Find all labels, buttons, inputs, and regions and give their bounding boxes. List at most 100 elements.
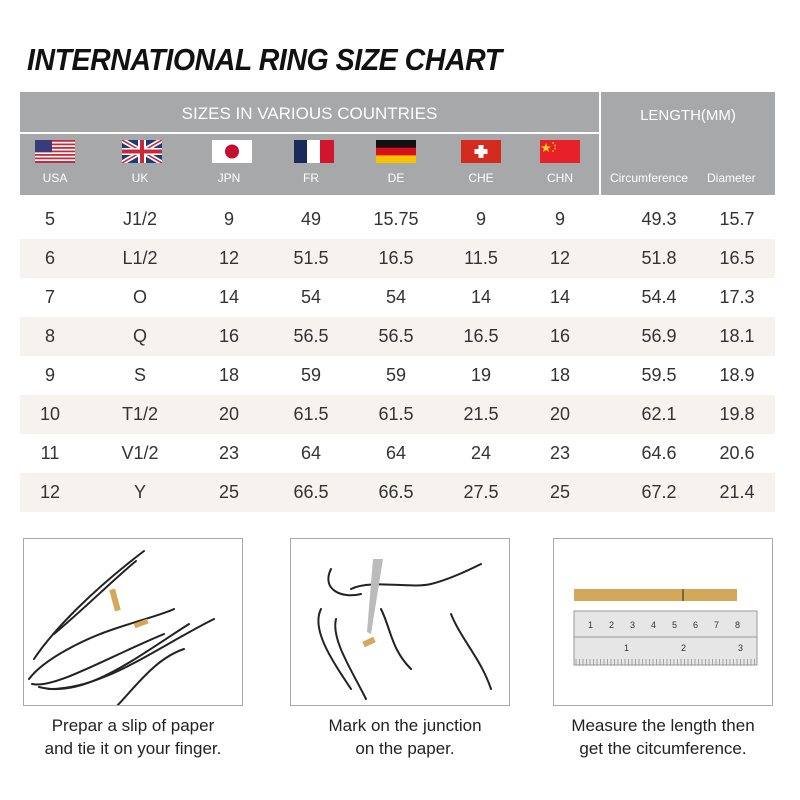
table-cell-uk: V1/2 <box>121 443 159 463</box>
table-row: 5 J1/2 9 49 15.75 9 9 49.3 15.7 <box>20 200 775 239</box>
table-row: 8 Q 16 56.5 56.5 16.5 16 56.9 18.1 <box>20 317 775 356</box>
table-cell-jpn: 9 <box>223 209 234 229</box>
ruler-mark: 3 <box>630 620 635 630</box>
china-flag-icon <box>540 140 580 163</box>
table-cell-circumference: 67.2 <box>641 482 677 502</box>
step-2-illustration <box>290 538 510 706</box>
france-flag-icon <box>294 140 334 163</box>
table-cell-uk: T1/2 <box>121 404 159 424</box>
caption-line: Mark on the junction <box>328 716 482 735</box>
table-cell-uk: Q <box>132 326 147 346</box>
ruler-mark: 1 <box>624 643 629 653</box>
caption-line: get the citcumference. <box>579 739 747 758</box>
caption-line: Measure the length then <box>571 716 755 735</box>
table-cell-diameter: 16.5 <box>719 248 755 268</box>
table-cell-de: 59 <box>385 365 407 385</box>
table-row: 12 Y 25 66.5 66.5 27.5 25 67.2 21.4 <box>20 473 775 512</box>
caption-line: on the paper. <box>355 739 455 758</box>
step-1-caption: Prepar a slip of paper and tie it on your… <box>3 714 263 760</box>
page-title: INTERNATIONAL RING SIZE CHART <box>27 42 502 77</box>
table-cell-de: 61.5 <box>378 404 414 424</box>
germany-flag-icon <box>376 140 416 163</box>
uk-flag-icon <box>122 140 162 163</box>
table-cell-uk: S <box>133 365 146 385</box>
ruler-mark: 1 <box>588 620 593 630</box>
table-cell-fr: 61.5 <box>293 404 329 424</box>
table-cell-diameter: 20.6 <box>719 443 755 463</box>
table-cell-circumference: 49.3 <box>641 209 677 229</box>
step-1-illustration <box>23 538 243 710</box>
ruler-mark: 6 <box>693 620 698 630</box>
step-3-illustration: 1 2 3 4 5 6 7 8 1 2 3 <box>553 538 773 706</box>
table-cell-fr: 66.5 <box>293 482 329 502</box>
table-cell-usa: 9 <box>44 365 55 385</box>
group-header-sizes: SIZES IN VARIOUS COUNTRIES <box>181 104 438 123</box>
table-cell-chn: 12 <box>549 248 571 268</box>
step-3-caption: Measure the length then get the citcumfer… <box>533 714 793 760</box>
table-cell-uk: J1/2 <box>122 209 158 229</box>
table-cell-chn: 23 <box>549 443 571 463</box>
country-label: CHE <box>468 171 494 185</box>
country-label: UK <box>131 171 149 185</box>
switzerland-flag-icon <box>461 140 501 163</box>
caption-line: and tie it on your finger. <box>44 739 222 758</box>
table-cell-diameter: 21.4 <box>719 482 755 502</box>
table-cell-circumference: 56.9 <box>641 326 677 346</box>
table-cell-chn: 16 <box>549 326 571 346</box>
table-cell-chn: 18 <box>549 365 571 385</box>
japan-flag-icon <box>212 140 252 163</box>
country-label: CHN <box>547 171 573 185</box>
table-cell-jpn: 16 <box>218 326 240 346</box>
divider <box>599 92 601 195</box>
table-cell-usa: 5 <box>44 209 55 229</box>
table-cell-che: 16.5 <box>463 326 499 346</box>
table-row: 7 O 14 54 54 14 14 54.4 17.3 <box>20 278 775 317</box>
table-cell-diameter: 17.3 <box>719 287 755 307</box>
country-label: DE <box>387 171 405 185</box>
table-cell-che: 27.5 <box>463 482 499 502</box>
table-cell-jpn: 20 <box>218 404 240 424</box>
table-cell-jpn: 23 <box>218 443 240 463</box>
us-flag-icon <box>35 140 75 163</box>
table-cell-usa: 7 <box>44 287 55 307</box>
ruler-and-strip-icon: 1 2 3 4 5 6 7 8 1 2 3 <box>573 589 758 666</box>
circumference-label: Circumference <box>610 171 689 185</box>
country-label: FR <box>303 171 319 185</box>
ruler-mark: 2 <box>681 643 686 653</box>
table-cell-diameter: 18.9 <box>719 365 755 385</box>
table-cell-fr: 64 <box>300 443 322 463</box>
table-cell-de: 54 <box>385 287 407 307</box>
table-cell-de: 16.5 <box>378 248 414 268</box>
table-cell-fr: 49 <box>300 209 322 229</box>
table-cell-che: 11.5 <box>464 248 498 268</box>
caption-line: Prepar a slip of paper <box>51 716 215 735</box>
table-cell-uk: O <box>132 287 147 307</box>
ruler-mark: 2 <box>609 620 614 630</box>
ruler-mark: 7 <box>714 620 719 630</box>
table-cell-uk: L1/2 <box>122 248 158 268</box>
table-cell-diameter: 19.8 <box>719 404 755 424</box>
divider <box>20 132 599 134</box>
table-cell-usa: 12 <box>39 482 61 502</box>
table-cell-usa: 8 <box>44 326 55 346</box>
ruler-mark: 4 <box>651 620 656 630</box>
table-cell-de: 66.5 <box>378 482 414 502</box>
table-row: 9 S 18 59 59 19 18 59.5 18.9 <box>20 356 775 395</box>
table-cell-circumference: 54.4 <box>641 287 677 307</box>
table-cell-chn: 9 <box>554 209 565 229</box>
ruler-mark: 3 <box>738 643 743 653</box>
ruler-mark: 5 <box>672 620 677 630</box>
table-cell-fr: 56.5 <box>293 326 329 346</box>
table-cell-de: 15.75 <box>373 209 419 229</box>
diameter-label: Diameter <box>707 171 756 185</box>
table-cell-diameter: 15.7 <box>719 209 755 229</box>
table-cell-diameter: 18.1 <box>719 326 755 346</box>
table-cell-jpn: 14 <box>218 287 240 307</box>
table-cell-chn: 14 <box>549 287 571 307</box>
table-cell-chn: 20 <box>549 404 571 424</box>
table-cell-che: 21.5 <box>463 404 499 424</box>
table-cell-che: 14 <box>470 287 492 307</box>
table-header: SIZES IN VARIOUS COUNTRIES LENGTH(MM) US… <box>20 92 775 195</box>
table-cell-de: 64 <box>385 443 407 463</box>
table-row: 6 L1/2 12 51.5 16.5 11.5 12 51.8 16.5 <box>20 239 775 278</box>
